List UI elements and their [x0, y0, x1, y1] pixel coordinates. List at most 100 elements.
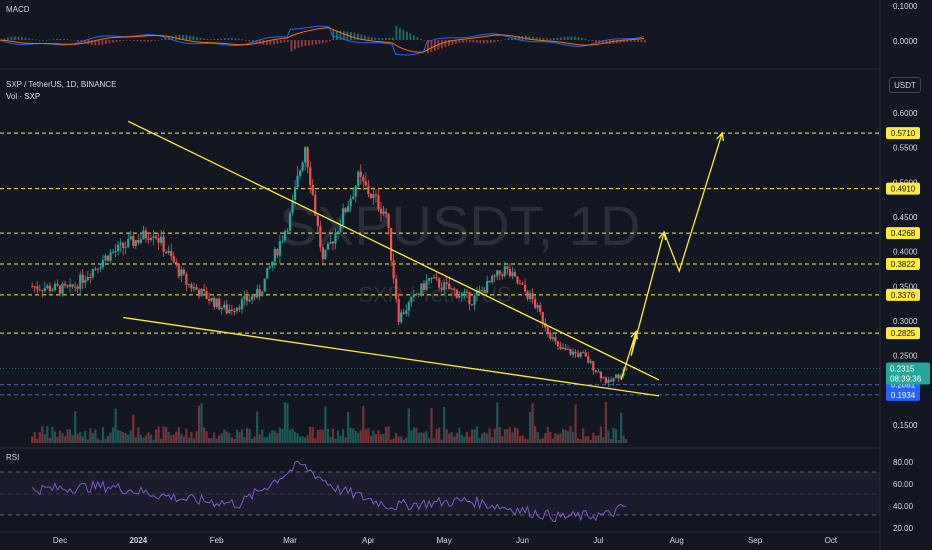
macd-hist-bar — [147, 40, 149, 42]
macd-hist-bar — [308, 40, 310, 46]
volume-bar — [124, 432, 127, 443]
candle-body — [569, 348, 572, 355]
macd-hist-bar — [234, 38, 237, 40]
macd-hist-bar — [157, 40, 160, 41]
countdown-label: 08:39:36 — [890, 374, 922, 383]
macd-pane — [0, 25, 880, 70]
volume-bar — [486, 433, 489, 443]
candle-body — [599, 371, 602, 379]
time-tick-label: Sep — [748, 536, 763, 545]
price-tick-label: 0.5500 — [893, 144, 918, 153]
volume-bar — [513, 427, 517, 443]
symbol-title[interactable]: SXP / TetherUS, 1D, BINANCE — [6, 80, 117, 89]
volume-bar — [410, 430, 413, 443]
candle-body — [162, 236, 165, 252]
volume-bar — [549, 431, 552, 443]
volume-bar — [597, 435, 600, 443]
macd-hist-bar — [346, 31, 349, 40]
volume-bar — [395, 433, 398, 443]
macd-hist-bar — [423, 40, 426, 41]
candle-body — [405, 310, 408, 314]
candle-body — [473, 295, 476, 305]
macd-hist-bar — [567, 36, 569, 40]
macd-hist-bar — [413, 35, 415, 40]
drawings[interactable] — [123, 120, 725, 397]
rsi-label[interactable]: RSI — [6, 453, 20, 462]
volume-bar — [344, 437, 347, 443]
candle-body — [561, 347, 565, 350]
currency-button[interactable]: USDT — [889, 77, 921, 93]
candle-body — [625, 369, 628, 371]
candle-body — [470, 304, 474, 306]
macd-hist-bar — [441, 40, 443, 49]
candle-body — [215, 298, 218, 307]
time-tick-label: Mar — [283, 536, 297, 545]
candle-body — [263, 278, 266, 292]
macd-hist-bar — [252, 40, 254, 43]
level-tag-label: 0.5710 — [891, 129, 916, 138]
volume-bar — [309, 426, 312, 443]
candle-body — [296, 175, 299, 188]
candle-body — [33, 286, 36, 288]
volume-bar — [321, 429, 324, 443]
candle-body — [31, 286, 34, 288]
volume-bar — [301, 436, 304, 443]
candle-body — [359, 171, 362, 177]
volume-bar — [453, 436, 456, 443]
candle-body — [357, 171, 360, 187]
macd-hist-bar — [66, 39, 69, 40]
macd-hist-bar — [336, 30, 338, 40]
macd-hist-bar — [444, 40, 447, 48]
rsi-pane — [0, 447, 880, 522]
macd-hist-bar — [602, 40, 604, 44]
candles — [31, 146, 628, 387]
candle-body — [122, 242, 125, 248]
candle-body — [450, 288, 453, 290]
candle-body — [531, 293, 534, 300]
macd-hist-bar — [63, 38, 65, 40]
volume-bar — [51, 427, 54, 443]
macd-hist-bar — [637, 40, 639, 42]
time-axis[interactable]: Dec 2024 Feb Mar Apr May Jun Jul Aug Sep Oct — [53, 536, 838, 545]
macd-hist-bar — [518, 35, 520, 40]
time-tick-label: May — [437, 536, 452, 545]
volume-bar — [162, 426, 165, 443]
volume-bar — [349, 427, 352, 443]
candle-body — [48, 285, 51, 292]
volume-bar — [427, 438, 431, 443]
watermark-symbol: SXPUSDT, 1D — [280, 194, 641, 257]
macd-hist-bar — [378, 38, 380, 40]
macd-hist-bar — [507, 38, 510, 40]
candle-body — [69, 284, 72, 287]
macd-hist-bar — [150, 40, 153, 42]
candle-body — [334, 232, 337, 244]
macd-hist-bar — [500, 40, 503, 41]
volume-bar — [271, 430, 274, 443]
candle-body — [432, 277, 436, 279]
volume-bar — [571, 431, 575, 443]
macd-hist-bar — [182, 34, 184, 40]
volume-bar — [48, 437, 51, 443]
volume-bar — [261, 429, 264, 443]
candle-body — [402, 312, 405, 314]
candle-body — [341, 208, 345, 225]
volume-bar — [594, 435, 597, 443]
candle-body — [592, 361, 595, 371]
macd-label[interactable]: MACD — [6, 5, 30, 14]
macd-hist-bar — [325, 40, 328, 43]
volume-label[interactable]: Vol · SXP — [6, 92, 41, 101]
candle-body — [594, 370, 597, 372]
volume-bar — [531, 403, 534, 443]
candle-body — [238, 307, 241, 310]
volume-bar — [443, 406, 446, 443]
macd-hist-bar — [283, 40, 286, 43]
volume-bar — [478, 437, 481, 443]
macd-hist-bar — [525, 35, 527, 40]
volume-bar — [38, 432, 41, 443]
candle-body — [582, 352, 585, 354]
volume-bar — [122, 432, 125, 443]
macd-hist-bar — [248, 40, 251, 42]
macd-hist-bar — [427, 40, 429, 54]
candle-body — [109, 252, 112, 261]
